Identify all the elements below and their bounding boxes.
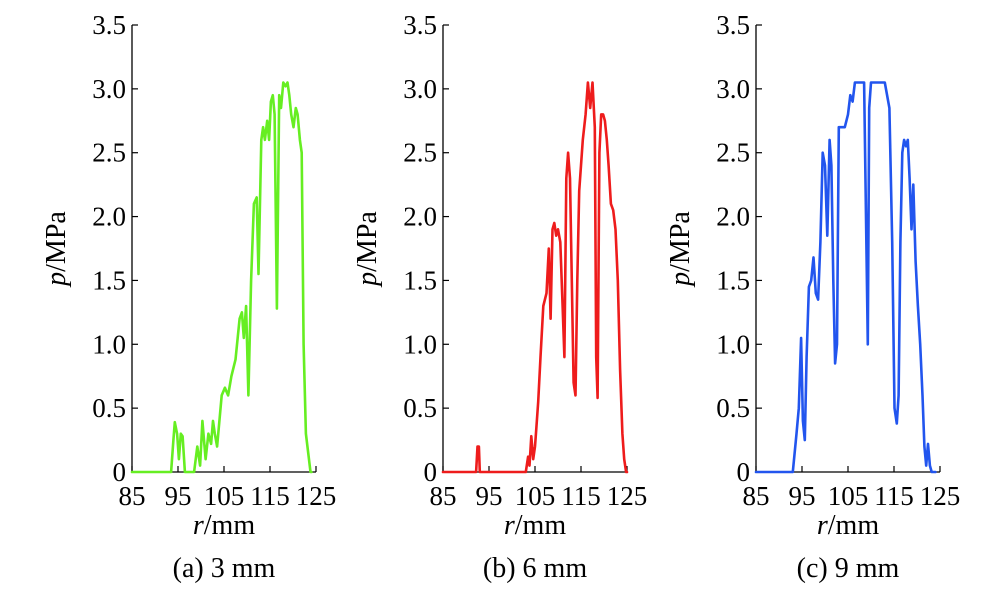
x-tick-label: 85 (430, 481, 457, 511)
x-tick-label: 115 (561, 481, 601, 511)
chart-3mm: 0 0.5 1.0 1.5 2.0 2.5 3.0 3.5 85 95 105 115 125 r/mm p… (41, 10, 336, 584)
x-tick-label: 105 (204, 481, 245, 511)
x-axis-title: r/mm (504, 510, 566, 541)
y-tick-label: 2.0 (92, 202, 126, 232)
x-tick-label: 95 (165, 481, 192, 511)
x-axis-unit: /mm (515, 510, 567, 541)
y-tick-label: 2.0 (716, 202, 750, 232)
pressure-series-line (754, 81, 937, 474)
x-tick-label: 95 (789, 481, 816, 511)
y-axis-variable: p (352, 272, 383, 288)
y-tick-label: 1.5 (92, 265, 126, 295)
y-tick-label: 2.0 (403, 202, 437, 232)
y-tick-label: 1.0 (403, 329, 437, 359)
y-tick-label: 0.5 (92, 393, 126, 423)
y-axis-variable: p (41, 272, 72, 288)
x-tick-label: 95 (476, 481, 503, 511)
x-axis-title: r/mm (817, 510, 879, 541)
panel-caption: (c) 9 mm (797, 553, 900, 584)
y-tick-label: 0 (737, 457, 751, 487)
y-tick-label: 3.5 (716, 10, 750, 40)
panel-caption: (a) 3 mm (173, 553, 276, 584)
y-axis-title: p/MPa (41, 211, 72, 288)
y-tick-label: 0 (113, 457, 127, 487)
x-axis-variable: r (504, 510, 515, 541)
y-axis-title: p/MPa (352, 211, 383, 288)
x-axis-title: r/mm (193, 510, 255, 541)
x-axis-unit: /mm (828, 510, 880, 541)
y-tick-label: 1.0 (716, 329, 750, 359)
y-tick-label: 0.5 (716, 393, 750, 423)
pressure-series-line (441, 81, 629, 474)
x-tick-label: 115 (250, 481, 290, 511)
x-axis-variable: r (817, 510, 828, 541)
chart-6mm: 0 0.5 1.0 1.5 2.0 2.5 3.0 3.5 85 95 105 115 125 r/mm p… (352, 10, 647, 584)
x-axis-variable: r (193, 510, 204, 541)
y-tick-label: 1.0 (92, 329, 126, 359)
x-tick-label: 85 (743, 481, 770, 511)
y-tick-label: 3.5 (403, 10, 437, 40)
y-axis-variable: p (665, 272, 696, 288)
y-tick-label: 1.5 (716, 265, 750, 295)
x-tick-label: 115 (874, 481, 914, 511)
pressure-series-line (130, 81, 313, 474)
x-axis-unit: /mm (204, 510, 256, 541)
y-axis-title: p/MPa (665, 211, 696, 288)
y-tick-label: 3.5 (92, 10, 126, 40)
y-axis-unit: /MPa (665, 211, 696, 272)
chart-9mm: 0 0.5 1.0 1.5 2.0 2.5 3.0 3.5 85 95 105 115 125 r/mm p… (665, 10, 960, 584)
x-tick-label: 125 (607, 481, 648, 511)
y-tick-label: 3.0 (716, 74, 750, 104)
y-tick-label: 0 (424, 457, 438, 487)
y-tick-label: 2.5 (92, 138, 126, 168)
x-tick-label: 125 (296, 481, 337, 511)
y-tick-label: 1.5 (403, 265, 437, 295)
y-axis-unit: /MPa (41, 211, 72, 272)
y-tick-label: 2.5 (403, 138, 437, 168)
x-tick-label: 105 (828, 481, 869, 511)
y-axis-unit: /MPa (352, 211, 383, 272)
y-tick-label: 3.0 (92, 74, 126, 104)
x-tick-label: 125 (920, 481, 961, 511)
panel-caption: (b) 6 mm (483, 553, 587, 584)
x-tick-label: 105 (515, 481, 556, 511)
y-tick-label: 2.5 (716, 138, 750, 168)
x-tick-label: 85 (119, 481, 146, 511)
y-tick-label: 0.5 (403, 393, 437, 423)
y-tick-label: 3.0 (403, 74, 437, 104)
